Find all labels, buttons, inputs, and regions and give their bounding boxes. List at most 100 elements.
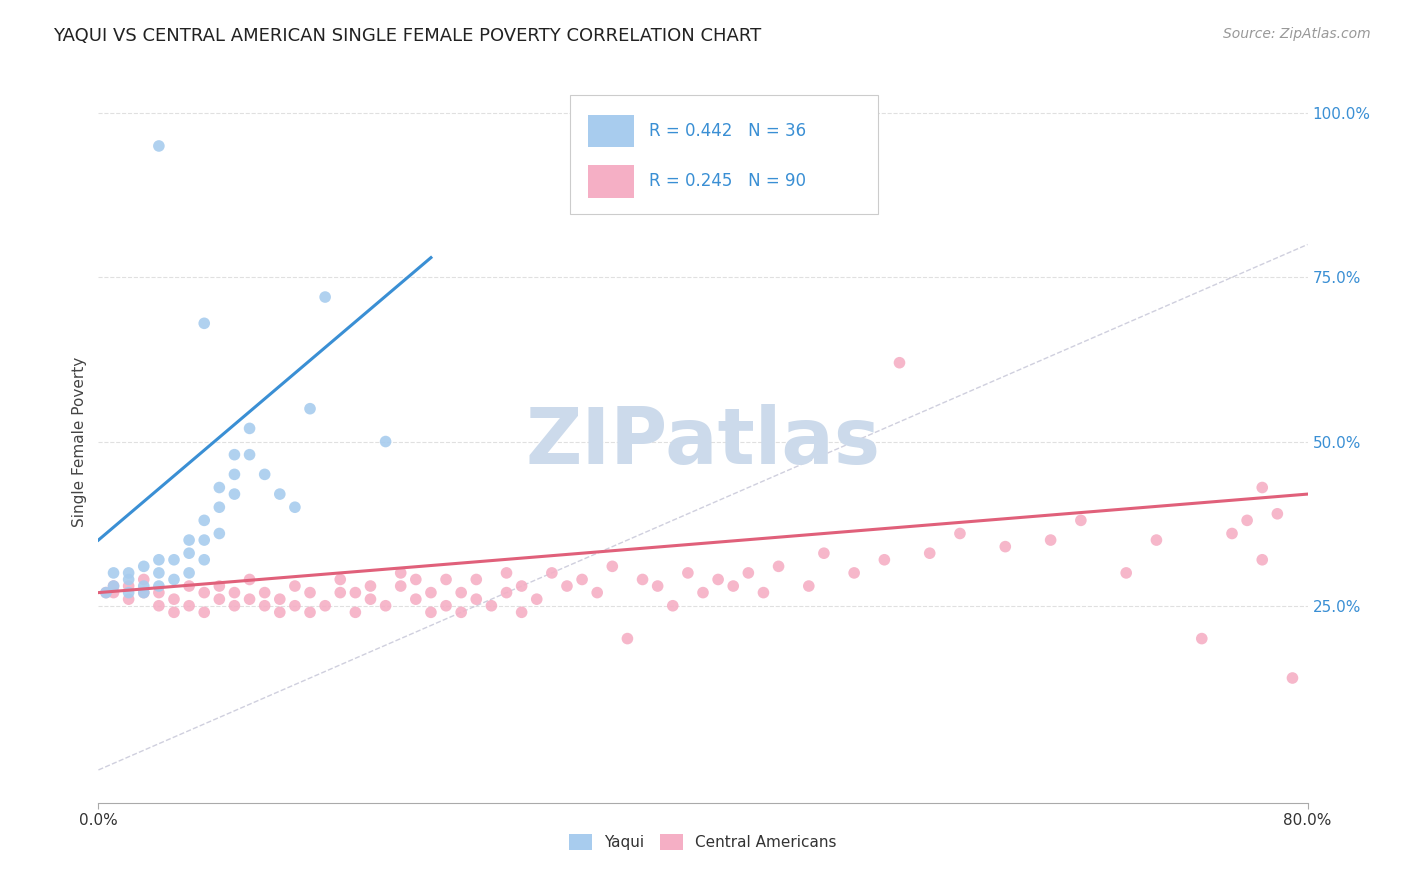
Point — [148, 585, 170, 599]
Point — [495, 585, 517, 599]
Point — [450, 605, 472, 619]
Point — [118, 585, 141, 599]
Point — [208, 579, 231, 593]
Point — [193, 533, 215, 547]
Point — [949, 526, 972, 541]
Point — [389, 579, 412, 593]
Point — [450, 585, 472, 599]
Point — [118, 592, 141, 607]
Point — [94, 585, 117, 599]
Point — [179, 579, 201, 593]
Y-axis label: Single Female Poverty: Single Female Poverty — [72, 357, 87, 526]
Point — [752, 585, 775, 599]
Point — [163, 592, 186, 607]
Point — [118, 573, 141, 587]
Point — [132, 559, 155, 574]
Point — [495, 566, 517, 580]
Point — [179, 546, 201, 560]
Point — [148, 599, 170, 613]
Point — [918, 546, 941, 560]
Point — [148, 579, 170, 593]
Point — [284, 599, 307, 613]
Point — [1251, 481, 1274, 495]
Point — [631, 573, 654, 587]
Point — [193, 605, 215, 619]
Point — [329, 585, 352, 599]
Point — [344, 605, 367, 619]
Point — [723, 579, 745, 593]
Point — [813, 546, 835, 560]
Point — [1191, 632, 1213, 646]
Point — [103, 579, 125, 593]
Point — [118, 566, 141, 580]
Point — [269, 592, 291, 607]
Point — [179, 566, 201, 580]
Point — [179, 533, 201, 547]
Point — [707, 573, 730, 587]
Point — [208, 526, 231, 541]
Point — [132, 585, 155, 599]
Point — [224, 448, 246, 462]
Point — [768, 559, 790, 574]
Point — [692, 585, 714, 599]
Point — [239, 448, 262, 462]
Point — [647, 579, 669, 593]
Point — [737, 566, 759, 580]
Point — [405, 573, 427, 587]
Point — [299, 401, 322, 416]
Point — [526, 592, 548, 607]
Point — [616, 632, 638, 646]
Point — [299, 605, 322, 619]
Point — [103, 566, 125, 580]
Point — [329, 573, 352, 587]
Point — [676, 566, 699, 580]
Point — [132, 573, 155, 587]
Point — [103, 585, 125, 599]
Point — [434, 573, 457, 587]
Point — [239, 592, 262, 607]
Point — [481, 599, 503, 613]
Point — [994, 540, 1017, 554]
Point — [571, 573, 593, 587]
Point — [314, 290, 336, 304]
Point — [103, 579, 125, 593]
Point — [873, 553, 896, 567]
Point — [193, 316, 215, 330]
Point — [193, 585, 215, 599]
Point — [374, 434, 396, 449]
Bar — [588, 165, 634, 198]
Point — [299, 585, 322, 599]
Point — [224, 585, 246, 599]
Point — [420, 605, 443, 619]
Point — [253, 585, 276, 599]
Point — [465, 592, 488, 607]
Point — [389, 566, 412, 580]
Text: YAQUI VS CENTRAL AMERICAN SINGLE FEMALE POVERTY CORRELATION CHART: YAQUI VS CENTRAL AMERICAN SINGLE FEMALE … — [53, 27, 762, 45]
Point — [163, 605, 186, 619]
Point — [253, 467, 276, 482]
Point — [284, 500, 307, 515]
Point — [132, 579, 155, 593]
Point — [132, 585, 155, 599]
Point — [284, 579, 307, 593]
Point — [118, 579, 141, 593]
Point — [420, 585, 443, 599]
Bar — [588, 114, 634, 147]
Point — [224, 487, 246, 501]
Point — [661, 599, 683, 613]
Point — [465, 573, 488, 587]
Point — [1267, 507, 1289, 521]
Text: ZIPatlas: ZIPatlas — [526, 403, 880, 480]
Point — [360, 579, 382, 593]
Point — [253, 599, 276, 613]
Point — [208, 592, 231, 607]
Point — [148, 566, 170, 580]
Point — [1115, 566, 1137, 580]
Text: R = 0.245   N = 90: R = 0.245 N = 90 — [648, 172, 806, 190]
Point — [1070, 513, 1092, 527]
Legend: Yaqui, Central Americans: Yaqui, Central Americans — [564, 829, 842, 856]
Point — [208, 500, 231, 515]
Point — [797, 579, 820, 593]
Point — [314, 599, 336, 613]
Point — [586, 585, 609, 599]
